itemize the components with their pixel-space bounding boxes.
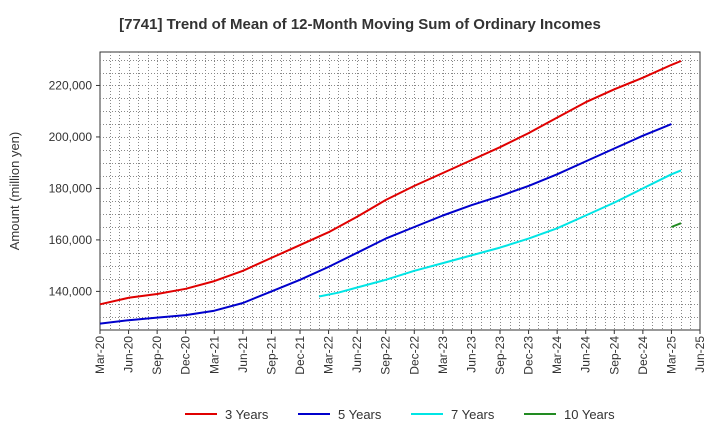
x-tick-label: Sep-22 [379, 336, 393, 375]
legend-label: 3 Years [225, 407, 269, 422]
y-tick-label: 220,000 [49, 78, 93, 92]
x-tick-label: Mar-24 [550, 336, 564, 374]
y-tick-label: 140,000 [49, 284, 93, 298]
legend: 3 Years 5 Years 7 Years 10 Years [185, 407, 615, 422]
x-tick-label: Mar-22 [322, 336, 336, 374]
y-tick-label: 160,000 [49, 233, 93, 247]
x-tick-label: Sep-21 [264, 336, 278, 375]
x-tick-label: Jun-23 [464, 336, 478, 373]
x-tick-label: Jun-20 [122, 336, 136, 373]
series-line-10-years [671, 222, 682, 228]
legend-label: 7 Years [451, 407, 495, 422]
x-axis: Mar-20 Jun-20 Sep-20 Dec-20 Mar-21 Jun-21 Sep-… [93, 330, 707, 375]
y-axis-title: Amount (million yen) [7, 132, 22, 251]
series-line-3-years [99, 60, 682, 306]
chart-title: [7741] Trend of Mean of 12-Month Moving … [119, 16, 601, 33]
y-tick-label: 200,000 [49, 130, 93, 144]
x-tick-label: Jun-24 [579, 336, 593, 373]
x-tick-label: Jun-22 [350, 336, 364, 373]
x-tick-label: Dec-23 [522, 336, 536, 375]
legend-label: 5 Years [338, 407, 382, 422]
x-tick-label: Dec-21 [293, 336, 307, 375]
x-tick-label: Sep-23 [493, 336, 507, 375]
grid [100, 52, 700, 330]
legend-label: 10 Years [564, 407, 615, 422]
series-line-5-years [99, 123, 672, 325]
x-tick-label: Jun-21 [236, 336, 250, 373]
x-tick-label: Mar-21 [207, 336, 221, 374]
y-axis: 140,000 160,000 180,000 200,000 220,000 [49, 78, 100, 298]
series-line-7-years [318, 169, 682, 298]
x-tick-label: Sep-24 [607, 336, 621, 375]
x-tick-label: Dec-20 [179, 336, 193, 375]
x-tick-label: Dec-22 [407, 336, 421, 375]
x-tick-label: Mar-23 [436, 336, 450, 374]
x-tick-label: Jun-25 [693, 336, 707, 373]
x-tick-label: Mar-25 [664, 336, 678, 374]
x-tick-label: Mar-20 [93, 336, 107, 374]
x-tick-label: Dec-24 [636, 336, 650, 375]
x-tick-label: Sep-20 [150, 336, 164, 375]
y-tick-label: 180,000 [49, 181, 93, 195]
series-lines [99, 60, 682, 325]
